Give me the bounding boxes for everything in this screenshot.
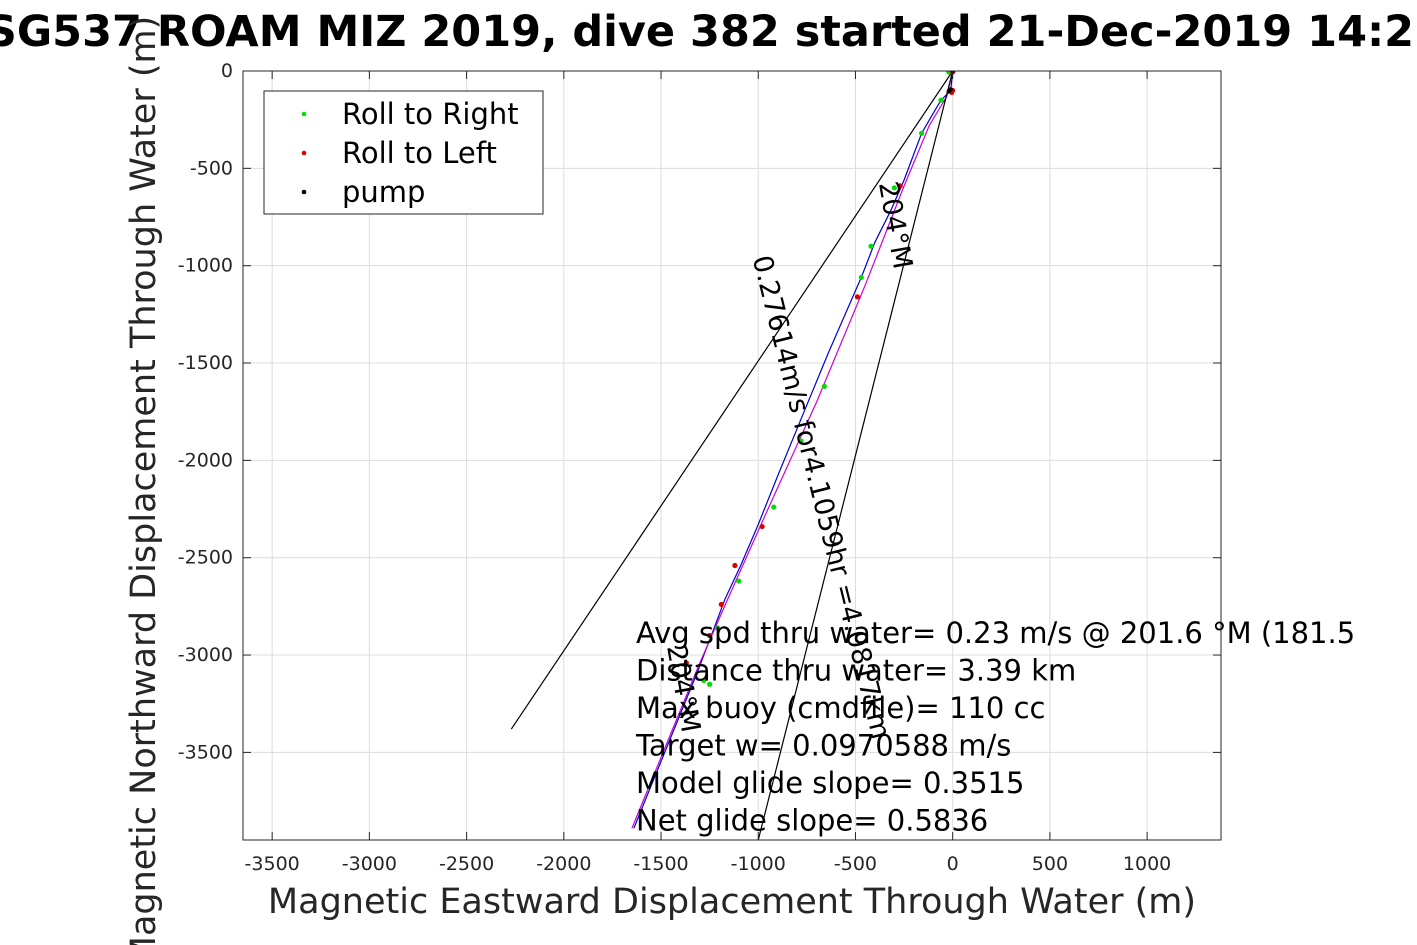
stats-line: Model glide slope= 0.3515 <box>636 766 1024 800</box>
x-tick-label: 1000 <box>1123 853 1171 875</box>
legend-marker <box>301 111 307 117</box>
y-axis-label: Magnetic Northward Displacement Through … <box>124 16 164 945</box>
stats-line: Distance thru water= 3.39 km <box>636 654 1076 688</box>
y-tick-label: -2500 <box>178 547 233 569</box>
x-tick-label: -3500 <box>245 853 300 875</box>
stats-line: Net glide slope= 0.5836 <box>636 804 988 838</box>
x-tick-label: 0 <box>947 853 959 875</box>
stats-annotations: Avg spd thru water= 0.23 m/s @ 201.6 °M … <box>635 616 1355 838</box>
x-tick-label: -500 <box>834 853 877 875</box>
point-roll-to-right <box>938 97 944 103</box>
y-tick-label: -1500 <box>178 352 233 374</box>
plot-frame <box>242 70 1222 841</box>
y-tick-label: -500 <box>190 157 233 179</box>
point-roll-to-right <box>798 438 804 444</box>
point-roll-to-left <box>897 183 903 189</box>
track-blue-line <box>633 71 954 829</box>
x-tick-label: -2500 <box>439 853 494 875</box>
point-roll-to-right <box>891 185 897 191</box>
stats-line: Avg spd thru water= 0.23 m/s @ 201.6 °M … <box>636 616 1355 650</box>
point-roll-to-right <box>858 274 864 280</box>
legend-entry: Roll to Right <box>342 97 519 131</box>
point-roll-to-right <box>918 130 925 136</box>
point-roll-to-left <box>854 294 861 300</box>
point-roll-to-right <box>714 625 721 631</box>
x-tick-label: -3000 <box>342 853 397 875</box>
x-tick-label: -1500 <box>633 853 688 875</box>
point-roll-to-right <box>701 677 707 683</box>
current-vector-line <box>510 71 954 730</box>
y-tick-label: -3500 <box>178 741 233 763</box>
point-roll-to-right <box>821 383 827 389</box>
legend-marker <box>301 150 307 156</box>
x-axis-label: Magnetic Eastward Displacement Through W… <box>268 882 1196 922</box>
y-tick-label: -1000 <box>178 255 233 277</box>
legend-entry: pump <box>342 175 425 209</box>
segment-label: 204°M <box>872 179 918 271</box>
legend-marker <box>301 189 307 195</box>
x-tick-label: -2000 <box>536 853 591 875</box>
legend: Roll to Right Roll to Left pump <box>263 90 544 215</box>
point-roll-to-right <box>707 681 713 687</box>
point-pump <box>946 89 951 94</box>
point-roll-to-left <box>683 660 689 666</box>
point-roll-to-right <box>736 578 742 584</box>
y-tick-label: 0 <box>221 60 233 82</box>
stats-line: Target w= 0.0970588 m/s <box>635 729 1011 763</box>
y-tick-label: -3000 <box>178 644 233 666</box>
current-vector-line <box>757 71 954 840</box>
x-tick-label: -1000 <box>731 853 786 875</box>
point-roll-to-right <box>868 243 874 249</box>
point-roll-to-left <box>718 601 724 608</box>
point-roll-to-left <box>759 523 765 530</box>
point-roll-to-right <box>771 504 777 510</box>
legend-box <box>263 90 544 215</box>
y-tick-label: -2000 <box>178 449 233 471</box>
x-tick-label: 500 <box>1032 853 1068 875</box>
legend-entry: Roll to Left <box>342 136 497 170</box>
point-roll-to-left <box>707 632 713 639</box>
series-layer <box>510 71 956 840</box>
stats-line: Max buoy (cmdfile)= 110 cc <box>636 691 1045 725</box>
chart-title: SG537 ROAM MIZ 2019, dive 382 started 21… <box>0 7 1414 57</box>
point-roll-to-left <box>732 562 738 569</box>
tick-labels: -3500 -3000 -2500 -2000 -1500 -1000 -500 0 500 10… <box>178 60 1221 875</box>
track-magenta-line <box>631 71 954 829</box>
